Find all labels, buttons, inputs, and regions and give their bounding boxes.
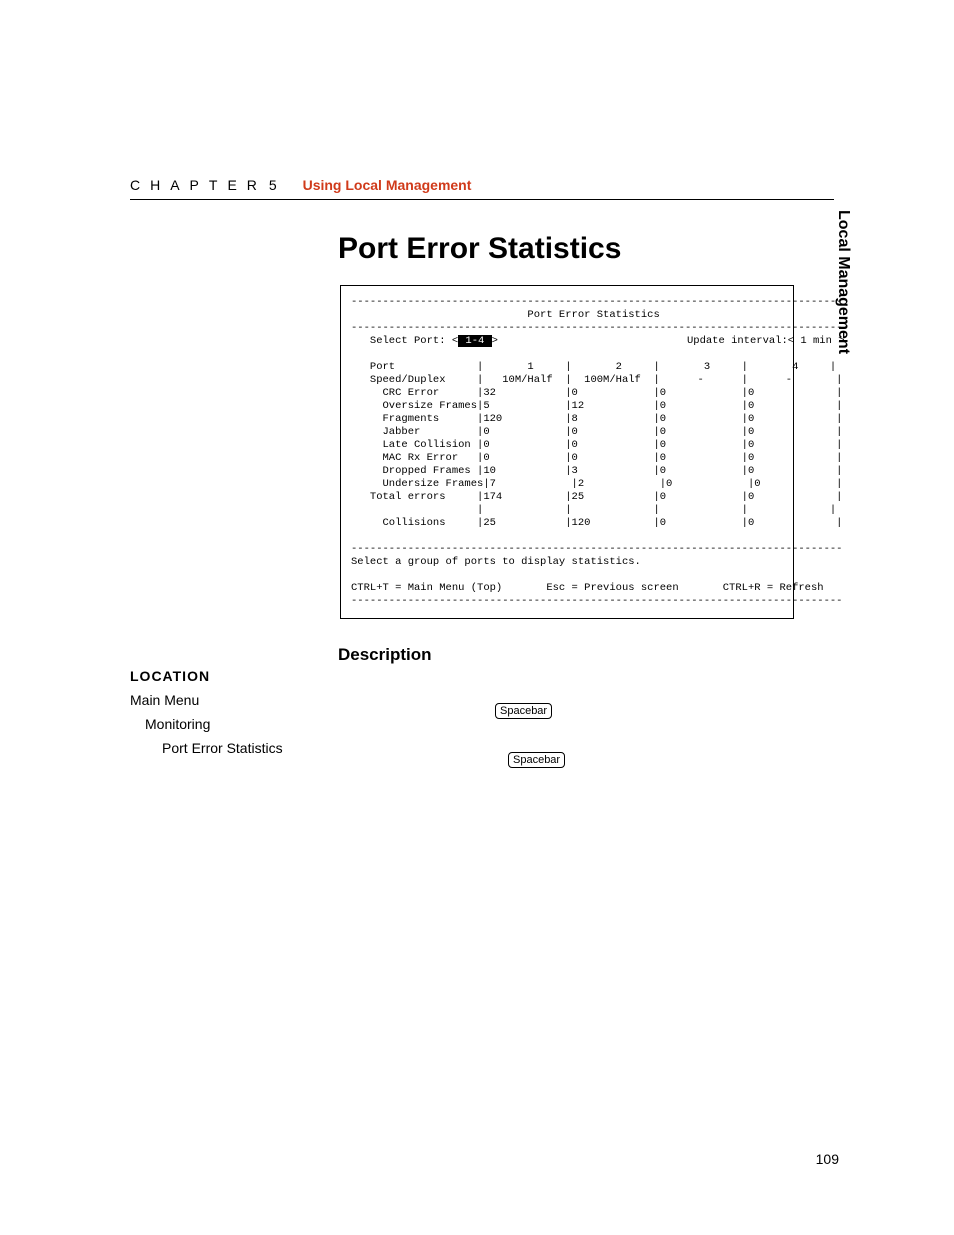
location-level-1: Main Menu	[130, 688, 283, 712]
chapter-header: CHAPTER5 Using Local Management	[130, 177, 834, 200]
page: CHAPTER5 Using Local Management Local Ma…	[0, 0, 954, 1235]
description-heading: Description	[338, 645, 432, 665]
page-number: 109	[816, 1151, 839, 1167]
location-label: LOCATION	[130, 664, 283, 688]
spacebar-key-2: Spacebar	[508, 752, 565, 768]
location-level-2: Monitoring	[130, 712, 283, 736]
spacebar-key-1: Spacebar	[495, 703, 552, 719]
location-level-3: Port Error Statistics	[130, 736, 283, 760]
location-block: LOCATION Main Menu Monitoring Port Error…	[130, 664, 283, 760]
section-title: Using Local Management	[303, 177, 472, 193]
chapter-word: CHAPTER	[130, 177, 267, 193]
page-title: Port Error Statistics	[338, 232, 621, 266]
chapter-number: 5	[269, 177, 277, 193]
terminal-screenshot: ----------------------------------------…	[340, 285, 794, 619]
